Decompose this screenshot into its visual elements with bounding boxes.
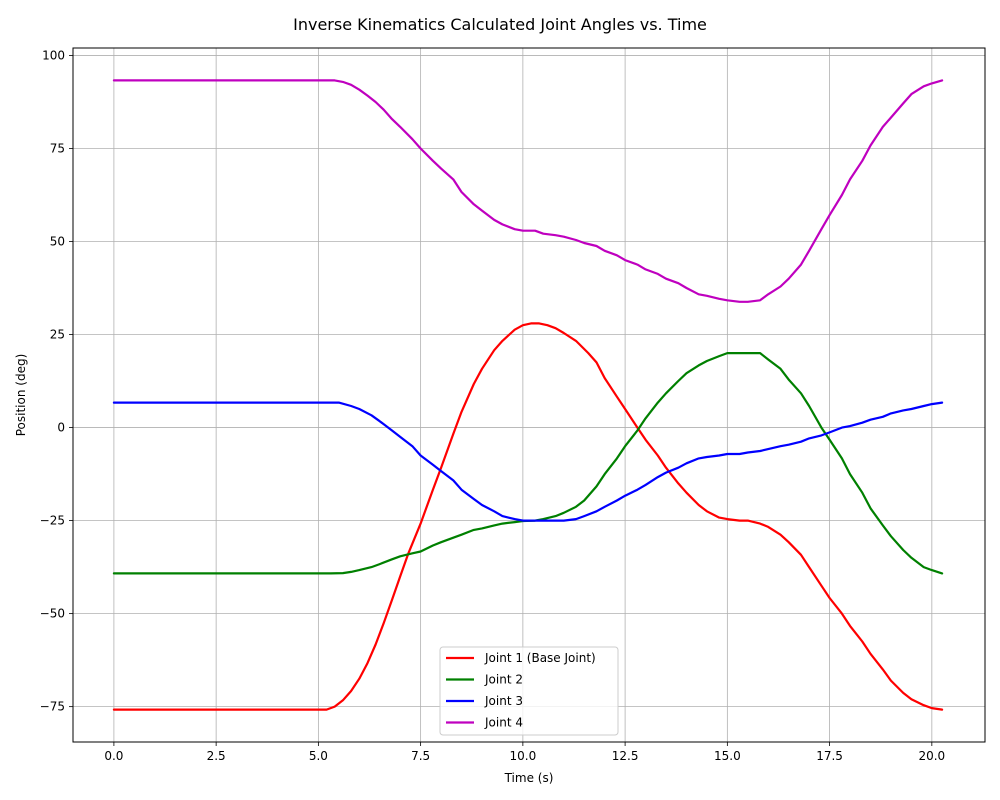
legend-label: Joint 1 (Base Joint): [484, 651, 596, 665]
legend-label: Joint 2: [484, 673, 523, 687]
series-layer: [112, 79, 944, 711]
x-tick-label: 10.0: [510, 749, 537, 763]
x-tick-label: 5.0: [309, 749, 328, 763]
y-axis: −75 −50 −25 0 25 50 75 100: [40, 48, 73, 714]
y-tick-label: 75: [50, 141, 65, 155]
y-axis-label: Position (deg): [14, 354, 28, 437]
series-line-joint-1-base-joint: [112, 322, 944, 711]
y-tick-label: 25: [50, 328, 65, 342]
series-line-joint-4: [112, 79, 944, 303]
x-tick-label: 7.5: [411, 749, 430, 763]
legend-box: [439, 646, 619, 736]
y-tick-label: 50: [50, 235, 65, 249]
x-tick-label: 17.5: [816, 749, 843, 763]
x-tick-label: 15.0: [714, 749, 741, 763]
y-tick-label: 100: [42, 48, 65, 62]
x-tick-label: 12.5: [612, 749, 639, 763]
plot-frame: [72, 47, 986, 743]
x-tick-label: 0.0: [104, 749, 123, 763]
y-tick-label: −50: [40, 607, 65, 621]
series-line-joint-3: [112, 401, 944, 522]
legend: Joint 1 (Base Joint) Joint 2 Joint 3 Joint …: [439, 646, 619, 736]
y-tick-label: −25: [40, 514, 65, 528]
legend-label: Joint 3: [484, 694, 523, 708]
y-tick-label: 0: [57, 421, 65, 435]
x-tick-label: 20.0: [918, 749, 945, 763]
x-tick-label: 2.5: [207, 749, 226, 763]
legend-label: Joint 4: [484, 716, 523, 730]
x-axis-label: Time (s): [504, 771, 554, 785]
y-tick-label: −75: [40, 700, 65, 714]
chart-title: Inverse Kinematics Calculated Joint Angl…: [293, 15, 707, 34]
series-line-joint-2: [112, 352, 944, 575]
x-axis: 0.0 2.5 5.0 7.5 10.0 12.5 15.0 17.5 20.0: [104, 742, 945, 763]
